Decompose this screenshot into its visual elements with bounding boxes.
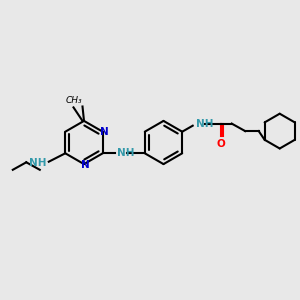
Text: N: N: [81, 160, 90, 170]
Text: NH: NH: [196, 118, 213, 129]
Text: N: N: [100, 127, 109, 137]
Text: NH: NH: [117, 148, 135, 158]
Text: NH: NH: [29, 158, 47, 168]
Text: O: O: [217, 139, 226, 149]
Text: CH₃: CH₃: [65, 96, 82, 105]
